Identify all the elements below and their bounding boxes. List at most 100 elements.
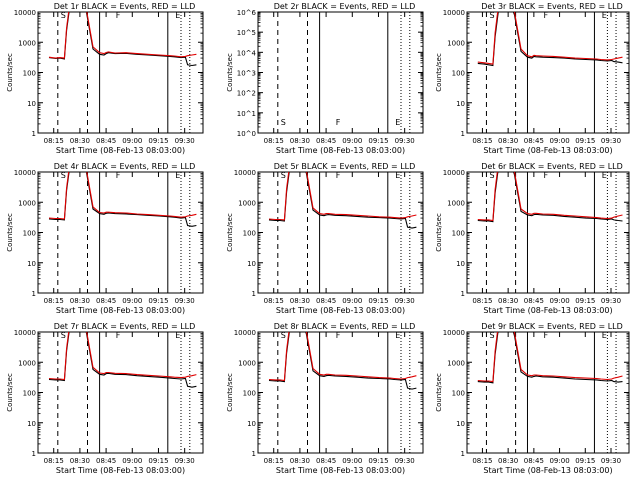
marker-E: E [602,331,607,340]
chart-panel-8: Det 8r BLACK = Events, RED = LLD 1 10 100 10… [226,322,424,475]
y-tick-label: 1 [461,290,465,298]
x-tick-label: 08:15 [44,457,64,465]
plot-frame [257,331,424,454]
lld-series-line [48,12,197,59]
x-tick-label: 09:00 [122,297,142,305]
series-group [48,12,197,67]
x-tick-label: 09:30 [175,457,195,465]
y-tick-label: 10^3 [237,70,256,78]
x-tick-label: 09:30 [601,137,621,145]
x-axis-label: Start Time (08-Feb-13 08:03:00) [483,146,612,155]
y-axis-label: Counts/sec [435,53,443,92]
x-tick-label: 09:15 [368,297,388,305]
marker-S: S [489,11,494,20]
y-tick-label: 100 [452,70,465,78]
y-tick-label: 10 [456,100,465,108]
x-axis-label: Start Time (08-Feb-13 08:03:00) [56,146,185,155]
lld-series-line [48,172,197,220]
x-tick-label: 08:15 [264,137,284,145]
y-tick-label: 1 [252,290,256,298]
y-tick-label: 1000 [18,199,36,207]
y-tick-label: 1000 [18,39,36,47]
y-tick-label: 1 [461,450,465,458]
x-tick-label: 08:15 [44,297,64,305]
marker-F: F [336,171,341,180]
chart-title: Det 8r BLACK = Events, RED = LLD [274,322,416,331]
x-axis-label: Start Time (08-Feb-13 08:03:00) [276,466,405,475]
chart-title: Det 5r BLACK = Events, RED = LLD [274,162,416,171]
y-tick-label: 10000 [14,169,36,177]
x-tick-label: 08:30 [498,297,518,305]
y-tick-label: 1 [461,130,465,138]
x-axis-label: Start Time (08-Feb-13 08:03:00) [276,306,405,315]
x-tick-label: 08:30 [498,137,518,145]
y-axis-label: Counts/sec [226,213,234,252]
lld-series-line [477,332,623,383]
y-tick-label: 10^2 [237,90,256,98]
chart-title: Det 7r BLACK = Events, RED = LLD [54,322,196,331]
y-tick-label: 10000 [443,9,465,17]
x-tick-label: 08:45 [524,137,544,145]
y-tick-label: 10000 [443,169,465,177]
x-tick-label: 08:30 [70,457,90,465]
x-tick-label: 08:15 [472,457,492,465]
y-tick-label: 1 [32,290,36,298]
y-tick-label: 10^4 [237,49,257,57]
chart-panel-7: Det 7r BLACK = Events, RED = LLD 1 10 100 10… [6,322,204,475]
y-tick-label: 10000 [443,329,465,337]
x-tick-label: 09:30 [175,137,195,145]
marker-E: E [395,118,400,127]
marker-F: F [116,331,121,340]
marker-F: F [543,331,548,340]
lld-series-line [48,332,197,381]
marker-F: F [116,11,121,20]
x-tick-label: 08:30 [290,297,310,305]
x-tick-label: 09:00 [342,457,362,465]
plot-frame [37,11,204,134]
x-tick-label: 08:45 [524,297,544,305]
series-group [477,12,623,67]
y-tick-label: 10 [456,420,465,428]
chart-title: Det 9r BLACK = Events, RED = LLD [481,322,623,331]
y-tick-label: 100 [23,230,36,238]
x-tick-label: 09:30 [601,457,621,465]
marker-F: F [336,331,341,340]
y-axis-label: Counts/sec [435,373,443,412]
y-tick-label: 10000 [234,329,256,337]
x-tick-label: 09:15 [575,137,595,145]
chart-title: Det 1r BLACK = Events, RED = LLD [54,2,196,11]
x-tick-label: 08:15 [44,137,64,145]
x-tick-label: 08:45 [316,137,336,145]
x-tick-label: 08:45 [524,457,544,465]
y-tick-label: 10000 [234,169,256,177]
plot-frame [257,11,424,134]
marker-E: E [175,11,180,20]
y-tick-label: 10 [27,100,36,108]
x-tick-label: 08:30 [290,137,310,145]
y-axis-label: Counts/sec [6,213,14,252]
plot-frame [466,171,630,294]
y-tick-label: 1000 [238,199,256,207]
x-tick-label: 09:00 [549,137,569,145]
x-tick-label: 09:15 [368,137,388,145]
marker-S: S [61,171,66,180]
marker-S: S [61,11,66,20]
x-tick-label: 09:00 [122,137,142,145]
marker-S: S [281,171,286,180]
marker-S: S [489,171,494,180]
y-tick-label: 1 [32,130,36,138]
y-tick-label: 10^0 [237,130,256,138]
x-tick-label: 09:15 [148,137,168,145]
x-tick-label: 09:15 [148,457,168,465]
marker-E: E [175,331,180,340]
y-axis-label: Counts/sec [226,373,234,412]
lld-series-line [268,172,417,221]
plot-frame [466,11,630,134]
marker-E: E [395,171,400,180]
x-tick-label: 08:15 [264,297,284,305]
x-tick-label: 08:45 [316,297,336,305]
marker-E: E [175,171,180,180]
chart-panel-9: Det 9r BLACK = Events, RED = LLD 1 10 100 10… [435,322,630,475]
x-tick-label: 08:30 [70,137,90,145]
